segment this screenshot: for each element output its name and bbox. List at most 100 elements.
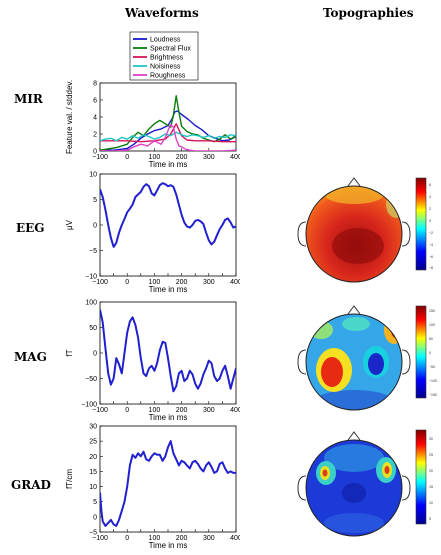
head-circle xyxy=(305,313,403,411)
colorbar-tick: 50 xyxy=(429,337,433,341)
legend-entry: Spectral Flux xyxy=(150,46,191,53)
colorbar-tick: 10 xyxy=(429,501,433,505)
colorbar-tick: 0 xyxy=(429,219,431,223)
colorbar-tick: −2 xyxy=(429,231,433,235)
y-tick-label: 10 xyxy=(89,172,97,179)
series-line-brightness xyxy=(100,123,236,143)
colorbar-tick: 0 xyxy=(429,351,431,355)
x-tick-label: 300 xyxy=(203,535,215,542)
colorbar-tick: 100 xyxy=(429,323,435,327)
x-axis-label: Time in ms xyxy=(149,285,188,294)
head-outline xyxy=(297,431,411,501)
series-line-trace xyxy=(100,440,236,527)
y-tick-label: 0 xyxy=(93,514,97,521)
colorbar-tick: 6 xyxy=(429,183,431,187)
x-axis-label: Time in ms xyxy=(149,541,188,550)
x-tick-label: 200 xyxy=(176,279,188,286)
colorbar-tick: −100 xyxy=(429,379,437,383)
colorbar-tick: −50 xyxy=(429,365,435,369)
plot-area xyxy=(99,425,237,533)
y-axis-label: fT/cm xyxy=(65,469,74,489)
legend-entry: Roughness xyxy=(150,73,186,80)
colorbar-tick: 15 xyxy=(429,485,433,489)
x-tick-label: 300 xyxy=(203,279,215,286)
x-tick-label: 100 xyxy=(149,154,161,161)
x-tick-label: 200 xyxy=(176,154,188,161)
x-tick-label: 0 xyxy=(125,279,129,286)
colorbar-tick: −150 xyxy=(429,393,437,397)
plot-area xyxy=(99,173,237,277)
series-line-roughness xyxy=(100,123,236,151)
head-outline xyxy=(297,177,411,247)
waveforms-header: Waveforms xyxy=(125,6,199,20)
x-tick-label: 300 xyxy=(203,154,215,161)
y-tick-label: −5 xyxy=(89,530,97,537)
y-tick-label: 6 xyxy=(93,98,97,105)
row-label-eeg: EEG xyxy=(16,221,45,235)
series-line-trace xyxy=(100,309,236,393)
colorbar-mag xyxy=(415,305,427,399)
x-tick-label: 400 xyxy=(230,407,240,414)
topography-map xyxy=(306,186,402,282)
y-tick-label: 10 xyxy=(89,484,97,491)
x-tick-label: 100 xyxy=(149,407,161,414)
waveform-chart-grad: −100 0 100 200 300 400 −5 0 5 10 15 20 25 30 Time in m… xyxy=(65,424,240,551)
y-axis-label: fT xyxy=(65,349,74,356)
y-tick-label: 5 xyxy=(93,197,97,204)
series-line-trace xyxy=(100,182,236,248)
colorbar-tick: −6 xyxy=(429,255,433,259)
topography-mag: 150 100 50 0 −50 −100 −150 xyxy=(297,305,437,411)
x-axis-label: Time in ms xyxy=(149,413,188,422)
y-tick-label: 20 xyxy=(89,454,97,461)
colorbar-eeg xyxy=(415,177,427,271)
x-tick-label: −100 xyxy=(92,154,108,161)
y-tick-label: 5 xyxy=(93,499,97,506)
topography-eeg: 6 4 2 0 −2 −4 −6 −8 xyxy=(297,177,433,283)
x-tick-label: 300 xyxy=(203,407,215,414)
legend-entry: Brightness xyxy=(150,55,184,62)
x-tick-label: 200 xyxy=(176,535,188,542)
row-label-grad: GRAD xyxy=(11,478,51,492)
head-circle xyxy=(305,439,403,537)
y-tick-label: 4 xyxy=(93,115,97,122)
x-tick-label: 0 xyxy=(125,535,129,542)
x-tick-label: −100 xyxy=(92,279,108,286)
colorbar-ticks-eeg: 6 4 2 0 −2 −4 −6 −8 xyxy=(429,183,433,270)
colorbar-tick: 20 xyxy=(429,469,433,473)
y-tick-label: −100 xyxy=(81,402,97,409)
x-tick-label: 100 xyxy=(149,535,161,542)
legend-entry: Loudness xyxy=(150,37,181,44)
y-tick-label: 15 xyxy=(89,469,97,476)
x-tick-label: −100 xyxy=(92,535,108,542)
series-line-noisiness xyxy=(100,131,236,142)
topography-map xyxy=(306,440,402,536)
x-axis-label: Time in ms xyxy=(149,160,188,169)
plot-area xyxy=(99,82,237,152)
colorbar-tick: −8 xyxy=(429,266,433,270)
row-label-mag: MAG xyxy=(14,350,47,364)
y-tick-label: −50 xyxy=(85,376,97,383)
y-tick-label: 30 xyxy=(89,424,97,431)
colorbar-tick: 25 xyxy=(429,453,433,457)
colorbar-grad xyxy=(415,429,427,525)
colorbar-tick: 30 xyxy=(429,437,433,441)
row-label-mir: MIR xyxy=(14,92,43,106)
y-tick-label: 25 xyxy=(89,439,97,446)
colorbar-ticks-grad: 30 25 20 15 10 5 xyxy=(429,437,433,521)
legend-entry: Noisiness xyxy=(150,64,181,71)
topography-grad: 30 25 20 15 10 5 xyxy=(297,429,433,537)
y-tick-label: 2 xyxy=(93,132,97,139)
y-tick-label: −10 xyxy=(85,274,97,281)
x-tick-label: 0 xyxy=(125,407,129,414)
x-tick-label: 100 xyxy=(149,279,161,286)
colorbar-tick: 4 xyxy=(429,195,431,199)
legend-box xyxy=(129,31,199,81)
x-tick-label: −100 xyxy=(92,407,108,414)
y-tick-label: −5 xyxy=(89,248,97,255)
topography-map xyxy=(306,314,402,410)
y-tick-label: 8 xyxy=(93,81,97,88)
x-tick-label: 400 xyxy=(230,535,240,542)
y-tick-label: 0 xyxy=(93,351,97,358)
y-tick-label: 0 xyxy=(93,223,97,230)
